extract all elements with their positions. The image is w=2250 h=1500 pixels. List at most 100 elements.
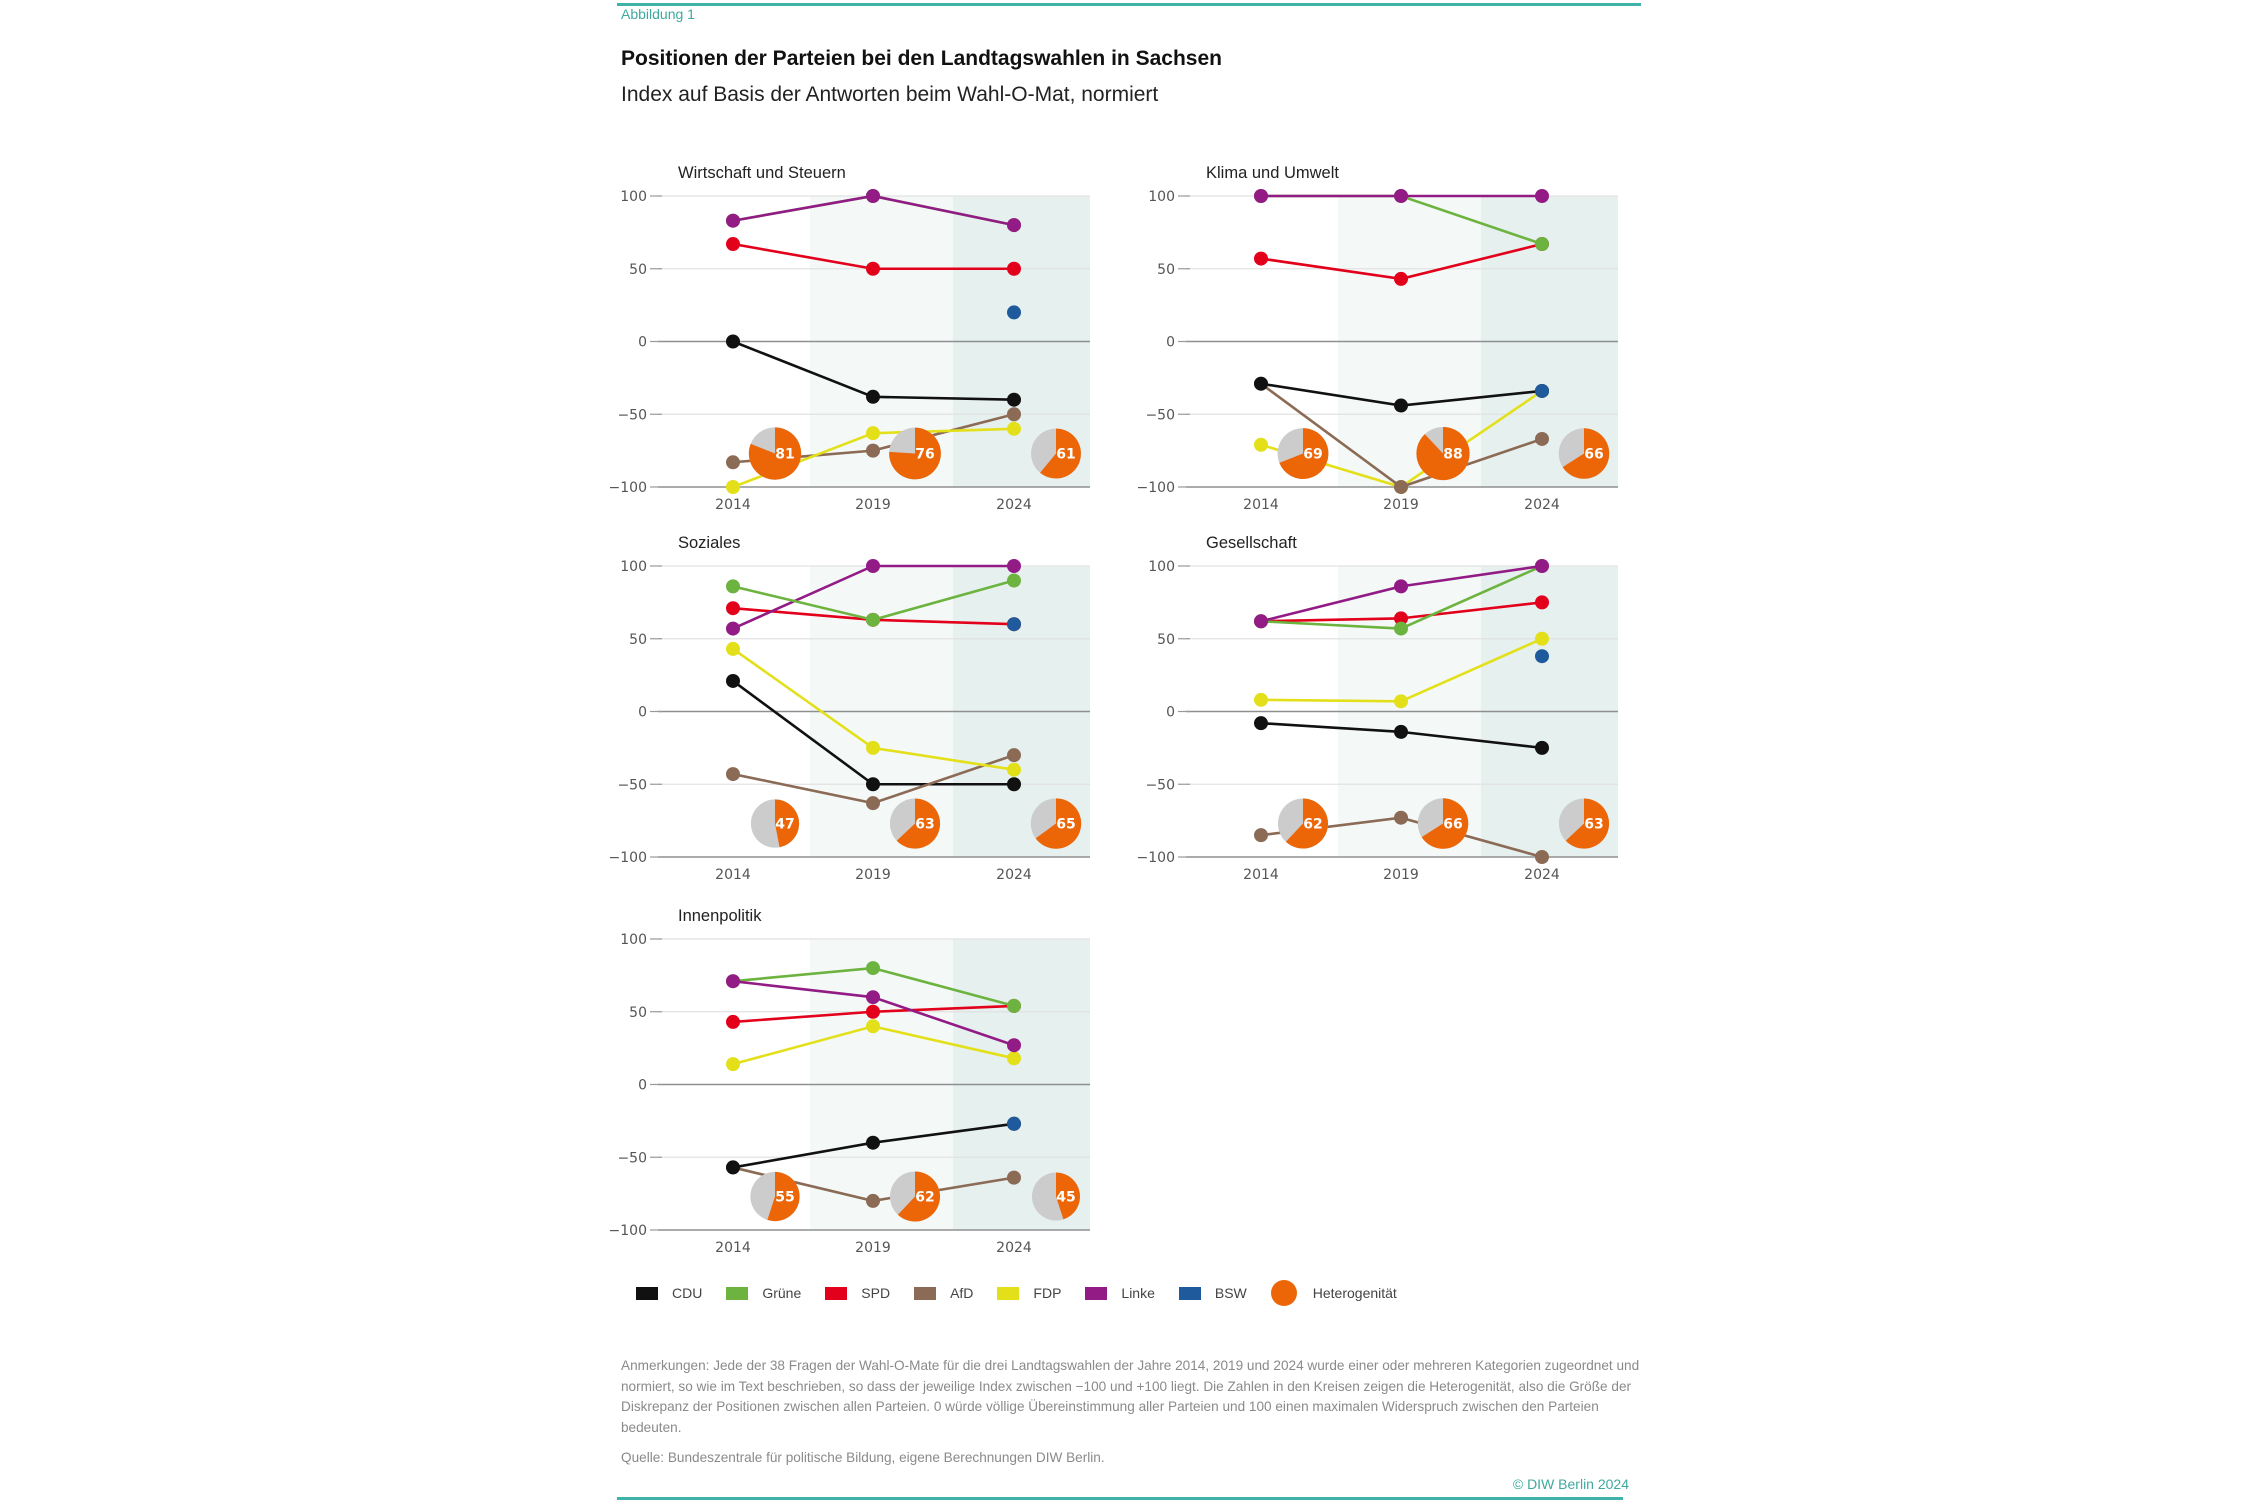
legend-label-fdp: FDP [1033,1285,1062,1301]
data-point-afd [866,1193,880,1208]
heterogeneity-label: 81 [775,447,794,463]
data-point-spd [1394,271,1408,286]
x-tick-label: 2019 [1383,497,1419,513]
data-point-linke [866,990,880,1005]
bottom-rule [617,1497,1623,1500]
legend-heterogeneity-dot [1270,1280,1297,1306]
y-tick-label: −50 [617,407,647,423]
chart-subtitle: Index auf Basis der Antworten beim Wahl-… [621,83,1159,106]
data-point-afd [726,767,740,782]
y-tick-label: 100 [620,932,647,948]
data-point-spd [1535,595,1549,610]
data-point-linke [866,559,880,573]
data-point-gruene [1394,621,1408,636]
legend-swatch-fdp [997,1286,1020,1300]
heterogeneity-pies: 69 88 66 [1277,426,1610,481]
data-point-fdp [1007,421,1021,436]
data-point-fdp [1254,692,1268,707]
data-point-afd [866,796,880,811]
heterogeneity-pies: 55 62 45 [750,1171,1080,1222]
data-point-linke [1535,189,1549,203]
heterogeneity-pie-slice [1565,798,1610,849]
panel-title: Klima und Umwelt [1206,164,1339,182]
heterogeneity-label: 76 [915,447,934,463]
data-point-afd [1535,850,1549,864]
data-point-cdu [866,1135,880,1150]
heterogeneity-label: 66 [1443,817,1462,833]
data-point-spd [866,1004,880,1019]
data-point-afd [1007,748,1021,763]
x-tick-label: 2014 [715,867,751,883]
heterogeneity-pie-slice [748,427,802,480]
heterogeneity-label: 45 [1056,1190,1075,1206]
data-point-linke [1007,1038,1021,1053]
heterogeneity-pie-slice [1279,428,1329,479]
data-point-spd [1394,611,1408,626]
x-tick-label: 2024 [996,497,1032,513]
data-point-afd [1535,431,1549,446]
heterogeneity-label: 63 [1584,817,1603,833]
y-tick-label: 100 [620,189,647,205]
data-point-afd [726,455,740,470]
data-point-spd [866,261,880,276]
data-point-cdu [1394,724,1408,739]
heterogeneity-pie-slice [1562,428,1610,479]
data-point-afd [1007,1170,1021,1185]
y-tick-label: −50 [1145,407,1175,423]
y-tick-label: −50 [617,1150,647,1166]
data-point-fdp [866,1019,880,1034]
data-point-afd [1394,810,1408,825]
data-point-fdp [1007,762,1021,777]
data-point-cdu [1254,716,1268,731]
data-point-linke [726,213,740,228]
data-point-linke [1394,579,1408,594]
y-tick-label: 50 [1157,262,1175,278]
data-point-fdp [866,426,880,441]
heterogeneity-pie-slice [775,799,800,848]
heterogeneity-label: 63 [915,817,934,833]
data-point-gruene [1007,573,1021,588]
legend-swatch-gruene [726,1286,749,1300]
chart-panel-3: Soziales 100 50 0 −50 −100 2014 2019 2024 47 63 65 [609,534,1090,883]
data-point-cdu [726,334,740,349]
heterogeneity-pie-slice [1040,428,1081,479]
y-tick-label: 0 [638,705,647,721]
legend-label-spd: SPD [861,1285,891,1301]
data-point-gruene [1535,237,1549,252]
x-tick-label: 2019 [855,867,891,883]
heterogeneity-label: 65 [1056,817,1075,833]
data-point-fdp [1535,631,1549,646]
y-tick-label: 50 [629,1005,647,1021]
data-point-linke [1254,189,1268,203]
y-tick-label: 50 [1157,632,1175,648]
heterogeneity-label: 62 [915,1190,934,1206]
top-rule [617,3,1641,6]
heterogeneity-pie-slice [889,427,941,480]
heterogeneity-pie-slice [1421,798,1469,849]
heterogeneity-label: 66 [1584,447,1603,463]
data-point-fdp [726,480,740,494]
x-tick-label: 2019 [855,1240,891,1256]
x-tick-label: 2024 [996,867,1032,883]
data-point-linke [1007,559,1021,573]
data-point-cdu [866,389,880,404]
y-tick-label: 100 [620,559,647,575]
data-point-bsw [1535,649,1549,664]
data-point-bsw [1007,1116,1021,1131]
heterogeneity-pie-slice [1035,798,1082,849]
data-point-afd [1394,480,1408,494]
data-point-cdu [866,777,880,792]
data-point-gruene [866,961,880,976]
data-point-bsw [1007,305,1021,320]
legend-item-afd: AfD [914,1285,973,1301]
y-tick-label: −100 [609,480,647,496]
data-point-spd [1007,261,1021,276]
y-tick-label: −50 [1145,777,1175,793]
heterogeneity-label: 88 [1443,447,1462,463]
source-note: Quelle: Bundeszentrale für politische Bi… [621,1450,1105,1465]
heterogeneity-label: 69 [1303,447,1322,463]
data-point-linke [1394,189,1408,203]
y-tick-label: −100 [1137,850,1175,866]
data-point-cdu [1254,376,1268,391]
